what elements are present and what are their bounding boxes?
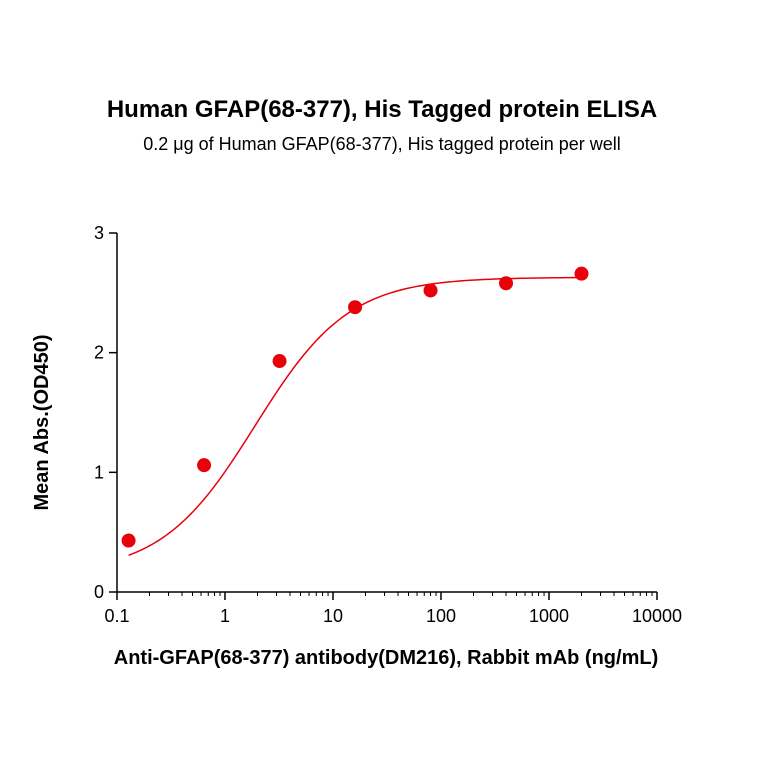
x-tick-label: 0.1 <box>104 606 129 626</box>
y-axis-title: Mean Abs.(OD450) <box>31 335 53 511</box>
axes: 0 1 2 3 0.1 1 10 100 1000 10000 <box>94 223 682 626</box>
fit-curve-layer <box>128 276 582 557</box>
chart-title: Human GFAP(68-377), His Tagged protein E… <box>106 96 658 123</box>
y-tick-label: 3 <box>94 223 104 243</box>
x-axis-title: Anti-GFAP(68-377) antibody(DM216), Rabbi… <box>114 647 658 669</box>
x-tick-label: 100 <box>426 606 456 626</box>
data-point <box>272 354 287 369</box>
data-point <box>197 458 212 473</box>
x-tick-label: 1 <box>220 606 230 626</box>
fit-curve <box>128 276 582 557</box>
data-point <box>348 300 363 315</box>
y-tick-label: 1 <box>94 462 104 482</box>
y-tick-label: 0 <box>94 582 104 602</box>
data-point <box>121 533 136 548</box>
x-tick-label: 1000 <box>529 606 569 626</box>
y-tick-label: 2 <box>94 343 104 363</box>
x-tick-label: 10 <box>323 606 343 626</box>
data-point <box>499 276 514 291</box>
chart-subtitle: 0.2 μg of Human GFAP(68-377), His tagged… <box>143 134 621 154</box>
data-points-layer <box>121 266 589 548</box>
x-tick-label: 10000 <box>632 606 682 626</box>
data-point <box>574 266 589 281</box>
data-point <box>423 283 438 298</box>
